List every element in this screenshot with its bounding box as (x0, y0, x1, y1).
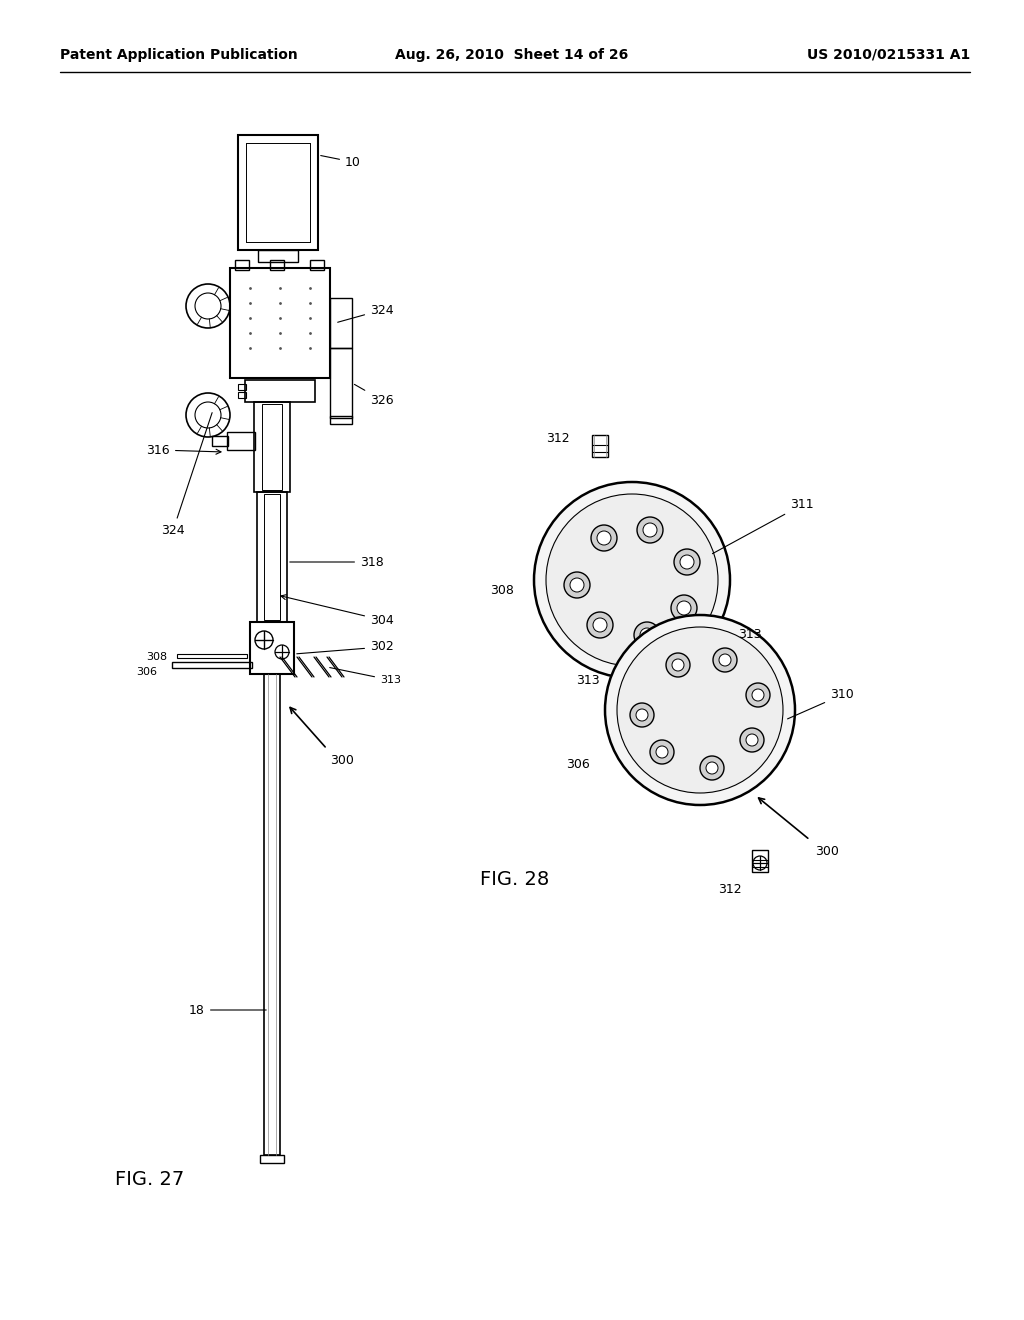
Bar (330, 348, 352, 418)
Bar (752, 850, 768, 873)
Text: 313: 313 (330, 668, 401, 685)
Text: 311: 311 (713, 499, 814, 553)
Bar (234, 260, 249, 271)
Text: 306: 306 (136, 667, 157, 677)
Text: 324: 324 (338, 304, 393, 322)
Bar (230, 268, 330, 378)
Circle shape (591, 525, 617, 550)
Circle shape (656, 746, 668, 758)
Circle shape (640, 628, 654, 642)
Text: 324: 324 (162, 413, 212, 536)
Text: 300: 300 (815, 845, 839, 858)
Circle shape (740, 729, 764, 752)
Circle shape (700, 756, 724, 780)
Bar (250, 622, 294, 675)
Bar (258, 249, 298, 261)
Bar (310, 260, 324, 271)
Bar (330, 416, 352, 424)
Text: 308: 308 (490, 583, 514, 597)
Text: 308: 308 (145, 652, 167, 663)
Bar (172, 663, 252, 668)
Circle shape (677, 601, 691, 615)
Circle shape (605, 615, 795, 805)
Circle shape (637, 517, 663, 543)
Text: 312: 312 (547, 432, 570, 445)
Text: 310: 310 (787, 689, 854, 719)
Text: 300: 300 (330, 754, 354, 767)
Bar (257, 492, 287, 622)
Circle shape (534, 482, 730, 678)
Text: 316: 316 (146, 444, 221, 457)
Text: 304: 304 (281, 594, 394, 627)
Bar (262, 404, 282, 490)
Bar (212, 436, 228, 446)
Bar (264, 494, 280, 620)
Text: FIG. 27: FIG. 27 (115, 1170, 184, 1189)
Bar (270, 260, 284, 271)
Circle shape (713, 648, 737, 672)
Bar (264, 675, 280, 1155)
Bar (260, 1155, 284, 1163)
Circle shape (706, 762, 718, 774)
Circle shape (643, 523, 657, 537)
Text: US 2010/0215331 A1: US 2010/0215331 A1 (807, 48, 970, 62)
Circle shape (746, 734, 758, 746)
Text: Patent Application Publication: Patent Application Publication (60, 48, 298, 62)
Text: FIG. 28: FIG. 28 (480, 870, 549, 888)
Circle shape (587, 612, 613, 638)
Circle shape (634, 622, 660, 648)
Text: 313: 313 (738, 628, 762, 642)
Bar (238, 135, 318, 249)
Circle shape (636, 709, 648, 721)
Circle shape (650, 741, 674, 764)
Text: Aug. 26, 2010  Sheet 14 of 26: Aug. 26, 2010 Sheet 14 of 26 (395, 48, 629, 62)
Circle shape (672, 659, 684, 671)
Circle shape (593, 618, 607, 632)
Circle shape (666, 653, 690, 677)
Circle shape (719, 653, 731, 667)
Text: 326: 326 (354, 384, 393, 407)
Text: 313: 313 (577, 673, 600, 686)
Circle shape (680, 554, 694, 569)
Bar (238, 384, 246, 389)
Circle shape (753, 855, 767, 870)
Circle shape (597, 531, 611, 545)
Circle shape (546, 494, 718, 667)
Text: 306: 306 (566, 759, 590, 771)
Bar (245, 380, 315, 403)
Circle shape (752, 689, 764, 701)
Circle shape (630, 704, 654, 727)
Circle shape (570, 578, 584, 591)
Text: 10: 10 (321, 156, 360, 169)
Bar (227, 432, 255, 450)
Text: 18: 18 (189, 1003, 266, 1016)
Text: 302: 302 (297, 640, 394, 653)
Bar (177, 653, 247, 657)
Text: 318: 318 (290, 556, 384, 569)
Circle shape (746, 682, 770, 708)
Bar (254, 403, 290, 492)
Bar (238, 392, 246, 399)
Circle shape (674, 549, 700, 576)
Text: 312: 312 (718, 883, 741, 896)
Circle shape (617, 627, 783, 793)
Circle shape (564, 572, 590, 598)
Circle shape (671, 595, 697, 620)
Bar (592, 436, 608, 457)
Bar (330, 298, 352, 348)
